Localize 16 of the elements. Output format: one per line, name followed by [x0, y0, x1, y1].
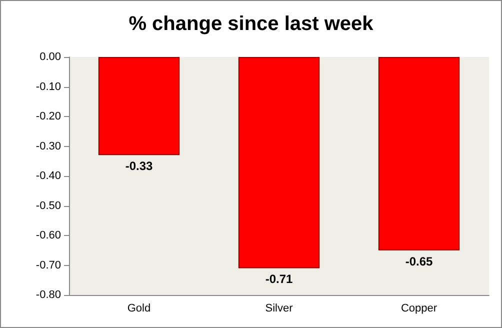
- y-tick-label: -0.10: [36, 80, 61, 93]
- y-tick-label: -0.40: [36, 170, 61, 182]
- y-tick-label: 0.00: [40, 51, 61, 63]
- x-tick-label: Silver: [265, 302, 294, 314]
- data-label: -0.65: [405, 254, 433, 268]
- y-tick-label: -0.60: [36, 230, 61, 242]
- data-label: -0.71: [265, 272, 293, 286]
- y-tick-label: -0.50: [36, 200, 61, 212]
- y-tick-label: -0.70: [36, 259, 61, 272]
- x-tick-label: Gold: [127, 302, 151, 314]
- x-tick-label: Copper: [400, 302, 438, 314]
- data-label: -0.33: [125, 159, 153, 174]
- y-tick-label: -0.20: [36, 110, 61, 122]
- chart-title: % change since last week: [128, 13, 374, 35]
- y-tick-label: -0.80: [36, 289, 61, 301]
- y-tick-label: -0.30: [36, 140, 61, 152]
